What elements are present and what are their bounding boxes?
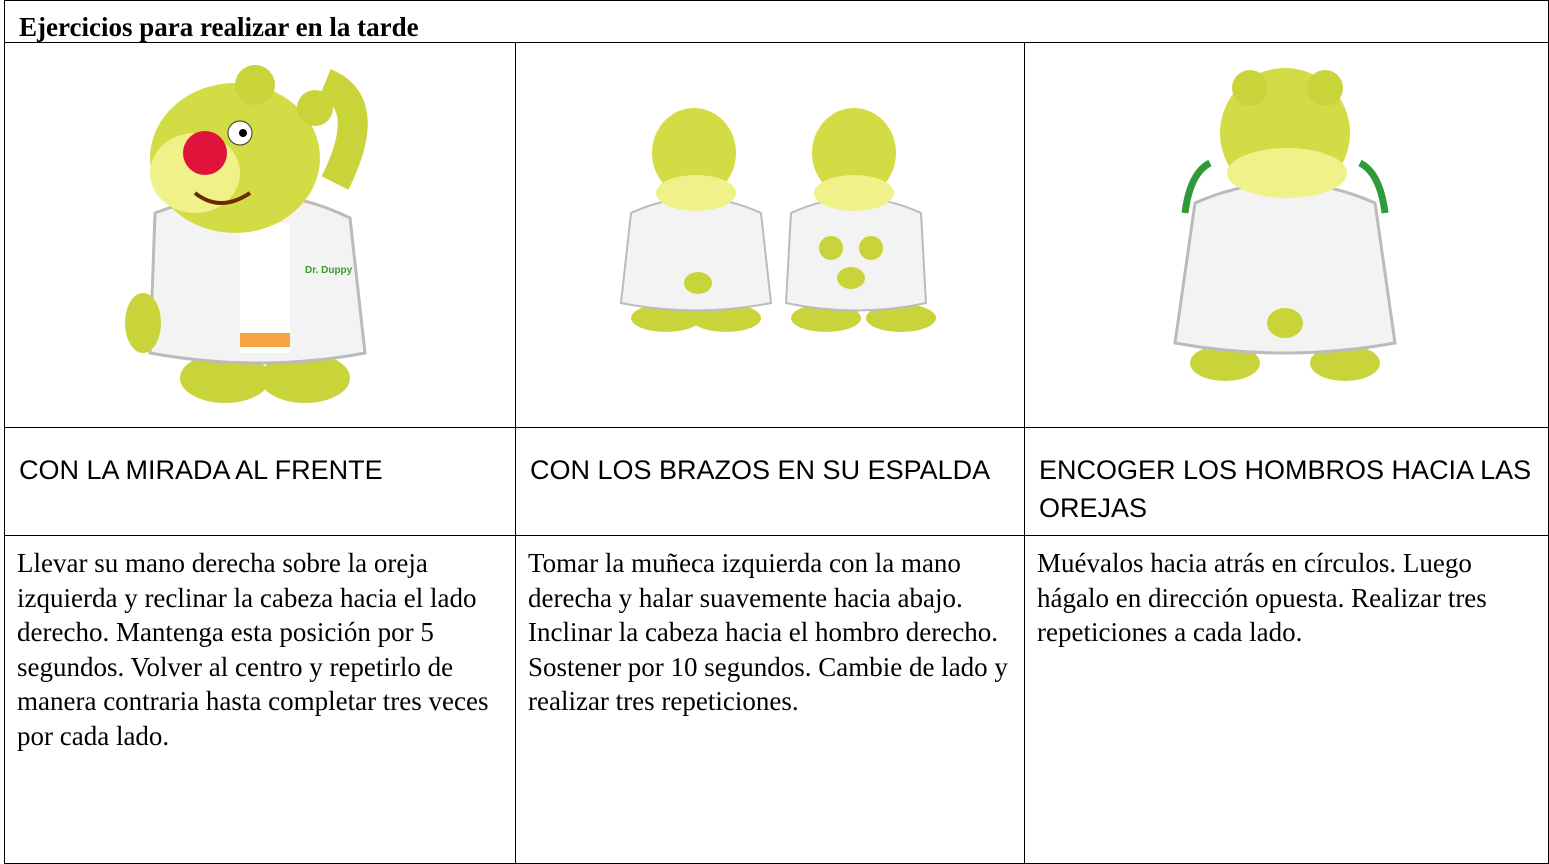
bear-front: Dr. Duppy [125,65,368,403]
exercise-header: CON LA MIRADA AL FRENTE [4,427,516,536]
exercise-description: Tomar la muñeca izquierda con la mano de… [515,535,1025,864]
image-cell [1024,42,1549,428]
badge: Dr. Duppy [305,265,353,276]
exercise-header: ENCOGER LOS HOMBROS HACIA LAS OREJAS [1024,427,1549,536]
exercise-description: Muévalos hacia atrás en círculos. Luego … [1024,535,1549,864]
image-cell [515,42,1025,428]
bear-shrug [1173,68,1397,381]
image-cell: Dr. Duppy [4,42,516,428]
exercise-description: Llevar su mano derecha sobre la oreja iz… [4,535,516,864]
exercise-header: CON LOS BRAZOS EN SU ESPALDA [515,427,1025,536]
bear-back [619,108,936,332]
table-title: Ejercicios para realizar en la tarde [4,0,1549,43]
